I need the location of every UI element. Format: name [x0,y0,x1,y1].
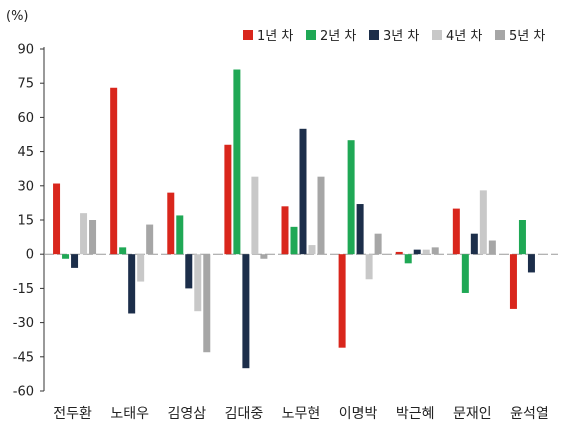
bar-3 [71,254,79,268]
y-tick-label: 30 [17,179,34,194]
bar-4 [80,213,88,255]
bar-3 [128,254,136,314]
bar-2 [119,247,127,255]
y-tick-label: 75 [17,77,34,92]
legend-label: 2년 차 [320,29,356,44]
legend-item: 3년 차 [369,29,419,44]
bar-2 [518,220,526,255]
x-category-label: 김영삼 [167,406,206,422]
bar-3 [242,254,250,369]
x-category-label: 노태우 [110,406,149,422]
legend-label: 1년 차 [257,29,293,44]
legend-swatch [432,30,442,40]
bar-3 [299,128,307,255]
bar-5 [260,254,268,259]
bar-2 [461,254,469,293]
category-group [509,220,535,309]
bar-4 [194,254,202,312]
bar-2 [347,140,355,255]
bar-1 [167,192,175,255]
bar-4 [308,245,316,255]
bar-4 [422,249,430,255]
y-tick-label: 0 [26,248,34,263]
category-group [338,140,382,348]
category-group [224,69,268,369]
bar-5 [89,220,97,255]
legend-swatch [243,30,253,40]
bar-1 [338,254,346,348]
bar-5 [146,224,154,255]
bar-1 [281,206,289,255]
legend-swatch [369,30,379,40]
y-tick-label: 45 [17,145,34,160]
y-tick-label: -15 [13,282,34,297]
x-axis: 전두환 노태우 김영삼 김대중 노무현 이명박 박근혜 문재인 윤석열 [44,253,558,422]
y-tick-label: 60 [17,111,34,126]
bar-4 [251,176,259,255]
bar-2 [290,226,298,255]
bar-2 [404,254,412,264]
category-group [53,183,97,268]
bars [53,69,535,369]
category-group [110,87,154,314]
bar-5 [317,176,325,255]
y-tick-label: 15 [17,214,34,229]
bar-2 [233,69,241,255]
x-category-label: 이명박 [339,406,378,422]
bar-1 [110,87,118,255]
y-tick-label: -60 [13,385,34,400]
x-category-label: 윤석열 [510,406,549,422]
legend-label: 3년 차 [383,29,419,44]
bar-5 [431,247,439,255]
y-unit-label: (%) [6,9,29,24]
x-category-label: 문재인 [453,406,492,422]
bar-3 [470,233,478,255]
bar-1 [395,251,403,255]
legend-item: 1년 차 [243,29,293,44]
category-group [167,192,211,353]
bar-1 [224,144,232,255]
category-group [452,190,496,293]
bar-5 [488,240,496,255]
y-axis: 90 75 60 45 30 15 0 -15 -30 -45 -60 [13,43,45,400]
bar-5 [203,254,211,353]
y-tick-label: 90 [17,43,34,58]
bar-4 [479,190,487,255]
bar-1 [452,208,460,255]
legend-item: 2년 차 [306,29,356,44]
bar-2 [62,254,70,259]
legend-item: 5년 차 [495,29,545,44]
x-category-label: 노무현 [282,406,321,422]
bar-3 [356,204,364,255]
bar-3 [413,249,421,255]
legend-swatch [306,30,316,40]
legend-swatch [495,30,505,40]
x-category-label: 김대중 [225,406,264,422]
x-category-label: 박근혜 [396,406,435,422]
y-tick-label: -45 [13,350,34,365]
legend-item: 4년 차 [432,29,482,44]
y-tick-label: -30 [13,316,34,331]
bar-1 [509,254,517,309]
legend-label: 4년 차 [446,29,482,44]
x-category-label: 전두환 [53,406,92,422]
bar-3 [527,254,535,273]
bar-1 [53,183,61,255]
legend: 1년 차 2년 차 3년 차 4년 차 5년 차 [243,29,545,44]
category-group [395,247,439,264]
bar-4 [365,254,373,280]
bar-2 [176,215,184,255]
bar-4 [137,254,145,282]
bar-3 [185,254,193,289]
legend-label: 5년 차 [509,29,545,44]
category-group [281,128,325,255]
bar-5 [374,233,382,255]
